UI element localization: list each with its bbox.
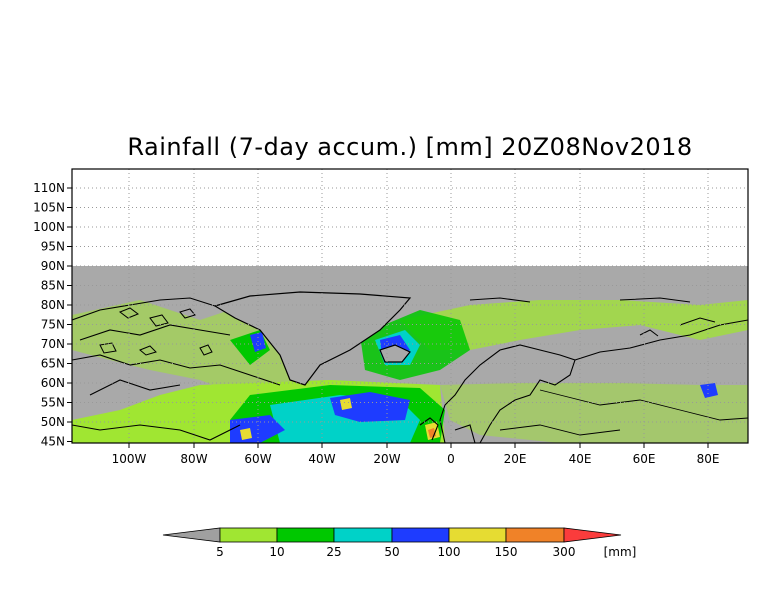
colorbar-unit: [mm] [604,545,637,559]
lon-label: 0 [447,452,455,466]
lat-label: 110N [33,181,65,195]
lat-label: 70N [41,337,65,351]
lon-label: 100W [112,452,147,466]
colorbar-segment [448,527,507,543]
lon-label: 80W [180,452,207,466]
colorbar-segment [333,527,393,543]
colorbar-over-triangle [563,527,622,543]
lat-label: 80N [41,298,65,312]
lat-label: 50N [41,415,65,429]
scandinavia-coastline [439,344,576,443]
arctic-eurasia-islands-outline [469,297,716,337]
map-title: Rainfall (7-day accum.) [mm] 20Z08Nov201… [127,133,693,161]
rain-area-siberia-blue [700,383,718,398]
colorbar-segment [276,527,335,543]
lat-label: 60N [41,376,65,390]
colorbar-segment [391,527,450,543]
rain-area-eurasia [440,383,748,443]
colorbar-label: 50 [384,545,399,559]
lon-ticks [128,443,709,448]
rainfall-field [72,266,748,443]
lon-label: 20W [373,452,400,466]
lat-label: 105N [33,201,65,215]
colorbar-label: 5 [216,545,224,559]
colorbar: 5 10 25 50 100 150 300 [mm] [162,527,637,559]
plot-frame [71,168,749,444]
colorbar-label: 25 [326,545,341,559]
lat-label: 85N [41,279,65,293]
colorbar-label: 100 [438,545,461,559]
lon-labels: 100W 80W 60W 40W 20W 0 20E 40E 60E 80E [112,452,720,466]
lon-label: 60W [244,452,271,466]
colorbar-under-triangle [162,527,221,543]
lat-label: 100N [33,220,65,234]
colorbar-segment [219,527,278,543]
lat-label: 90N [41,259,65,273]
grid-lines [72,169,748,443]
greenland-outline [213,291,412,386]
lat-label: 95N [41,240,65,254]
colorbar-label: 150 [495,545,518,559]
north-america-coastline [72,297,281,441]
rain-spot-yellow-3 [240,428,252,440]
rain-spot-yellow-1 [340,398,352,410]
lat-label: 75N [41,318,65,332]
colorbar-label: 10 [269,545,284,559]
lon-label: 80E [697,452,720,466]
lon-label: 40E [569,452,592,466]
lat-labels: 110N 105N 100N 95N 90N 85N 80N 75N 70N 6… [33,181,65,449]
rain-area-arctic-ocean [400,300,748,350]
eurasia-borders [499,389,748,436]
lat-label: 45N [41,435,65,449]
lon-label: 40W [308,452,335,466]
colorbar-segment [505,527,565,543]
arctic-islands-outline [99,307,213,356]
lat-label: 55N [41,396,65,410]
lat-label: 65N [41,357,65,371]
lon-label: 60E [633,452,656,466]
lat-ticks [67,187,72,442]
lon-label: 20E [504,452,527,466]
colorbar-label: 300 [553,545,576,559]
